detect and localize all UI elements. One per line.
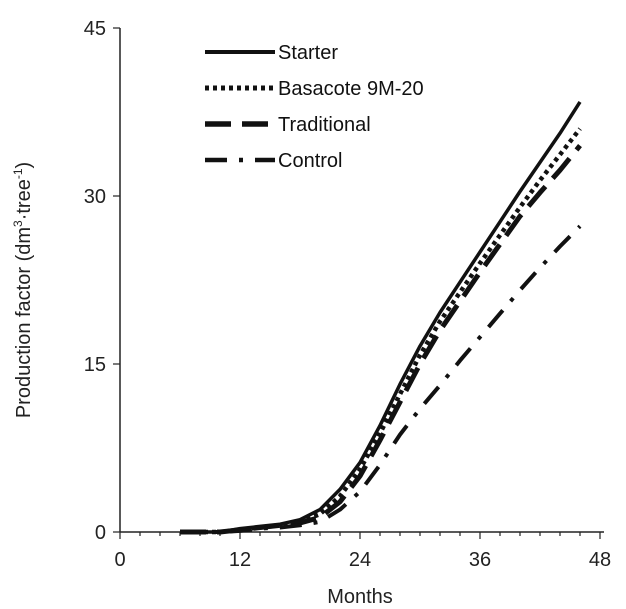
series-line-control <box>180 224 582 534</box>
y-tick-label: 0 <box>95 522 106 544</box>
y-axis-title-mid: ·tree <box>13 179 35 220</box>
x-axis-title: Months <box>327 586 393 608</box>
series-line-starter <box>180 100 582 534</box>
x-tick-label: 48 <box>589 549 611 571</box>
y-axis-title-end: ) <box>13 162 35 169</box>
y-tick-label: 30 <box>84 186 106 208</box>
legend-label: Starter <box>278 42 338 64</box>
legend-label: Basacote 9M-20 <box>278 78 424 100</box>
y-axis-title: Production factor (dm3·tree-1) <box>11 162 35 418</box>
x-tick-label: 0 <box>114 549 125 571</box>
legend-label: Control <box>278 150 342 172</box>
legend: Starter Basacote 9M-20 Traditional Control <box>205 42 424 172</box>
y-axis-title-sup-1: 3 <box>11 220 25 227</box>
x-tick-label: 36 <box>469 549 491 571</box>
y-axis-title-sup-2: -1 <box>11 168 25 179</box>
series-layer <box>180 100 582 535</box>
x-ticks: 0 12 24 36 48 <box>114 532 611 571</box>
x-tick-label: 12 <box>229 549 251 571</box>
legend-label: Traditional <box>278 114 371 136</box>
y-axis-title-main: Production factor (dm <box>13 227 35 418</box>
y-tick-label: 45 <box>84 18 106 40</box>
y-tick-label: 15 <box>84 354 106 376</box>
series-line-traditional <box>180 144 582 535</box>
x-tick-label: 24 <box>349 549 371 571</box>
y-ticks: 0 15 30 45 <box>84 18 120 544</box>
